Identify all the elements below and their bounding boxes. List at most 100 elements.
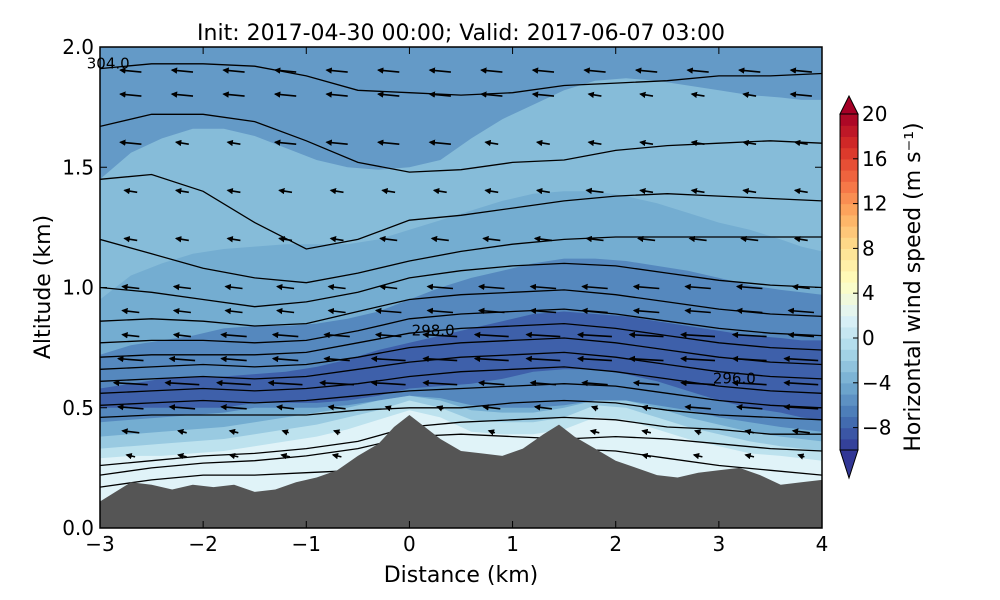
wind-vector xyxy=(170,67,194,74)
wind-vector xyxy=(280,452,291,460)
wind-vector xyxy=(432,187,447,195)
wind-vector xyxy=(684,404,711,411)
contour-label: 298.0 xyxy=(412,322,455,340)
wind-vector xyxy=(742,187,757,195)
wind-vector xyxy=(628,355,664,363)
contour-label: 304.0 xyxy=(87,55,130,73)
contour-line xyxy=(100,351,822,382)
wind-vector xyxy=(480,91,503,98)
wind-vector xyxy=(121,307,140,315)
wind-vector xyxy=(428,67,451,74)
y-tick-label: 1.5 xyxy=(62,155,94,179)
colorbar-segment xyxy=(840,304,858,317)
colorbar-segment xyxy=(840,181,858,193)
wind-vector xyxy=(377,139,400,146)
wind-vector xyxy=(744,452,755,460)
wind-vector xyxy=(222,91,245,98)
wind-vector xyxy=(370,379,406,387)
wind-vector xyxy=(587,139,602,147)
wind-vector xyxy=(323,331,350,339)
wind-vectors xyxy=(112,67,819,460)
wind-vector xyxy=(172,307,191,315)
wind-vector xyxy=(787,307,815,315)
y-tick-label: 2.0 xyxy=(62,35,94,59)
wind-vector xyxy=(531,91,555,98)
colorbar-tick-label: −4 xyxy=(862,371,891,395)
wind-vector xyxy=(422,355,458,363)
wind-vector xyxy=(531,67,555,74)
wind-vector xyxy=(482,235,501,243)
colorbar-segment xyxy=(840,192,858,205)
wind-vector xyxy=(783,379,819,387)
wind-vector xyxy=(684,283,711,291)
wind-vector xyxy=(581,283,608,291)
plot-area xyxy=(100,47,822,528)
wind-vector xyxy=(590,405,599,412)
wind-vector xyxy=(581,379,608,387)
wind-vector xyxy=(327,283,346,291)
wind-vector xyxy=(581,307,608,315)
wind-vector xyxy=(172,332,191,339)
wind-vector xyxy=(487,429,496,436)
wind-vector xyxy=(641,428,652,436)
wind-vector xyxy=(323,355,350,363)
wind-vector xyxy=(332,429,341,436)
y-axis-label: Altitude (km) xyxy=(31,215,56,359)
wind-vector xyxy=(744,428,755,436)
wind-vector xyxy=(585,187,604,195)
colorbar-tick-label: 12 xyxy=(862,192,887,216)
wind-vector xyxy=(484,187,499,195)
contour-line xyxy=(100,433,822,476)
colorbar-segment xyxy=(840,114,858,126)
wind-vector xyxy=(377,91,400,98)
wind-vector xyxy=(273,91,297,98)
wind-vector xyxy=(740,235,759,243)
wind-vector xyxy=(224,307,243,315)
wind-vector xyxy=(271,355,299,363)
colorbar-segment xyxy=(840,259,858,272)
colorbar-segment xyxy=(840,371,858,384)
colorbar-segment xyxy=(840,315,858,328)
colorbar-segment xyxy=(840,136,858,149)
colorbar-segment xyxy=(840,270,858,283)
wind-vector xyxy=(117,355,144,363)
wind-vector xyxy=(684,307,711,315)
wind-vector xyxy=(680,355,716,363)
wind-vector xyxy=(174,187,189,195)
wind-vector xyxy=(473,355,509,363)
wind-vector xyxy=(482,404,501,411)
x-axis-label: Distance (km) xyxy=(384,563,539,588)
wind-vector xyxy=(164,379,200,387)
colorbar-segment xyxy=(840,248,858,261)
wind-vector xyxy=(742,91,757,99)
wind-vector xyxy=(220,404,247,411)
contour-line xyxy=(100,337,822,370)
colorbar-top-extension xyxy=(839,94,859,115)
wind-vector xyxy=(226,187,241,195)
x-axis-ticks: −3 −2 −1 0 1 2 3 4 xyxy=(85,47,828,556)
wind-vector xyxy=(690,187,705,195)
colorbar: 20 16 12 8 4 0 −4 −8 Horizontal wind speed (m s… xyxy=(839,94,926,480)
wind-vector xyxy=(428,91,451,98)
wind-vector xyxy=(525,355,561,363)
wind-vector xyxy=(125,452,136,460)
wind-vector xyxy=(525,331,561,339)
wind-vector xyxy=(742,139,757,147)
wind-vector xyxy=(639,139,654,147)
wind-vector xyxy=(119,139,142,146)
wind-vector xyxy=(533,235,552,243)
wind-vector xyxy=(273,139,297,146)
y-tick-label: 0.0 xyxy=(62,516,94,540)
colorbar-gradient xyxy=(839,113,859,451)
wind-vector xyxy=(735,404,763,411)
wind-vector xyxy=(639,91,654,99)
wind-vector xyxy=(735,307,763,315)
colorbar-segment xyxy=(840,237,858,249)
wind-vector xyxy=(789,67,812,74)
wind-vector xyxy=(688,235,707,243)
wind-vector xyxy=(273,67,297,74)
wind-vector xyxy=(791,283,810,291)
colorbar-segment xyxy=(840,293,858,305)
wind-vector xyxy=(228,452,239,460)
wind-vector xyxy=(480,67,503,74)
